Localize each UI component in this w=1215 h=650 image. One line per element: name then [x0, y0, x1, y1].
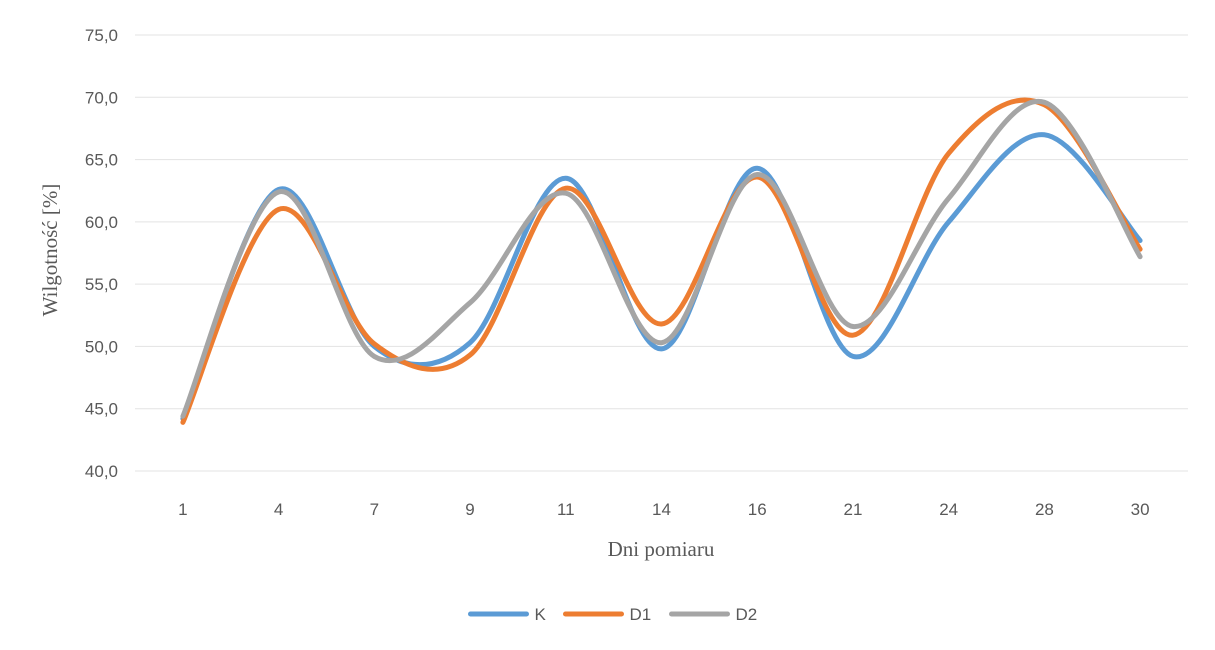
y-tick-label: 65,0 [85, 151, 118, 170]
legend: K D1 D2 [468, 605, 758, 624]
y-axis-ticks: 40,0 45,0 50,0 55,0 60,0 65,0 70,0 75,0 [85, 26, 118, 481]
x-tick-label: 11 [557, 500, 575, 519]
y-tick-label: 40,0 [85, 462, 118, 481]
series-lines [180, 97, 1143, 425]
y-tick-label: 55,0 [85, 275, 118, 294]
series-line-d2 [180, 98, 1143, 419]
y-tick-label: 60,0 [85, 213, 118, 232]
legend-label-k: K [535, 605, 547, 624]
x-tick-label: 30 [1131, 500, 1150, 519]
x-tick-label: 28 [1035, 500, 1054, 519]
y-tick-label: 70,0 [85, 88, 118, 107]
x-tick-label: 21 [843, 500, 862, 519]
series-line-k [180, 132, 1143, 422]
x-tick-label: 24 [939, 500, 958, 519]
y-tick-label: 45,0 [85, 400, 118, 419]
legend-label-d1: D1 [630, 605, 652, 624]
x-tick-label: 9 [465, 500, 474, 519]
x-tick-label: 1 [178, 500, 187, 519]
x-axis-title: Dni pomiaru [608, 537, 715, 561]
legend-label-d2: D2 [736, 605, 758, 624]
x-tick-label: 16 [748, 500, 767, 519]
x-tick-label: 14 [652, 500, 671, 519]
x-tick-label: 4 [274, 500, 283, 519]
x-axis-ticks: 1 4 7 9 11 14 16 21 24 28 30 [178, 500, 1149, 519]
y-tick-label: 50,0 [85, 337, 118, 356]
x-tick-label: 7 [370, 500, 379, 519]
y-tick-label: 75,0 [85, 26, 118, 45]
y-axis-title: Wilgotność [%] [38, 184, 62, 317]
